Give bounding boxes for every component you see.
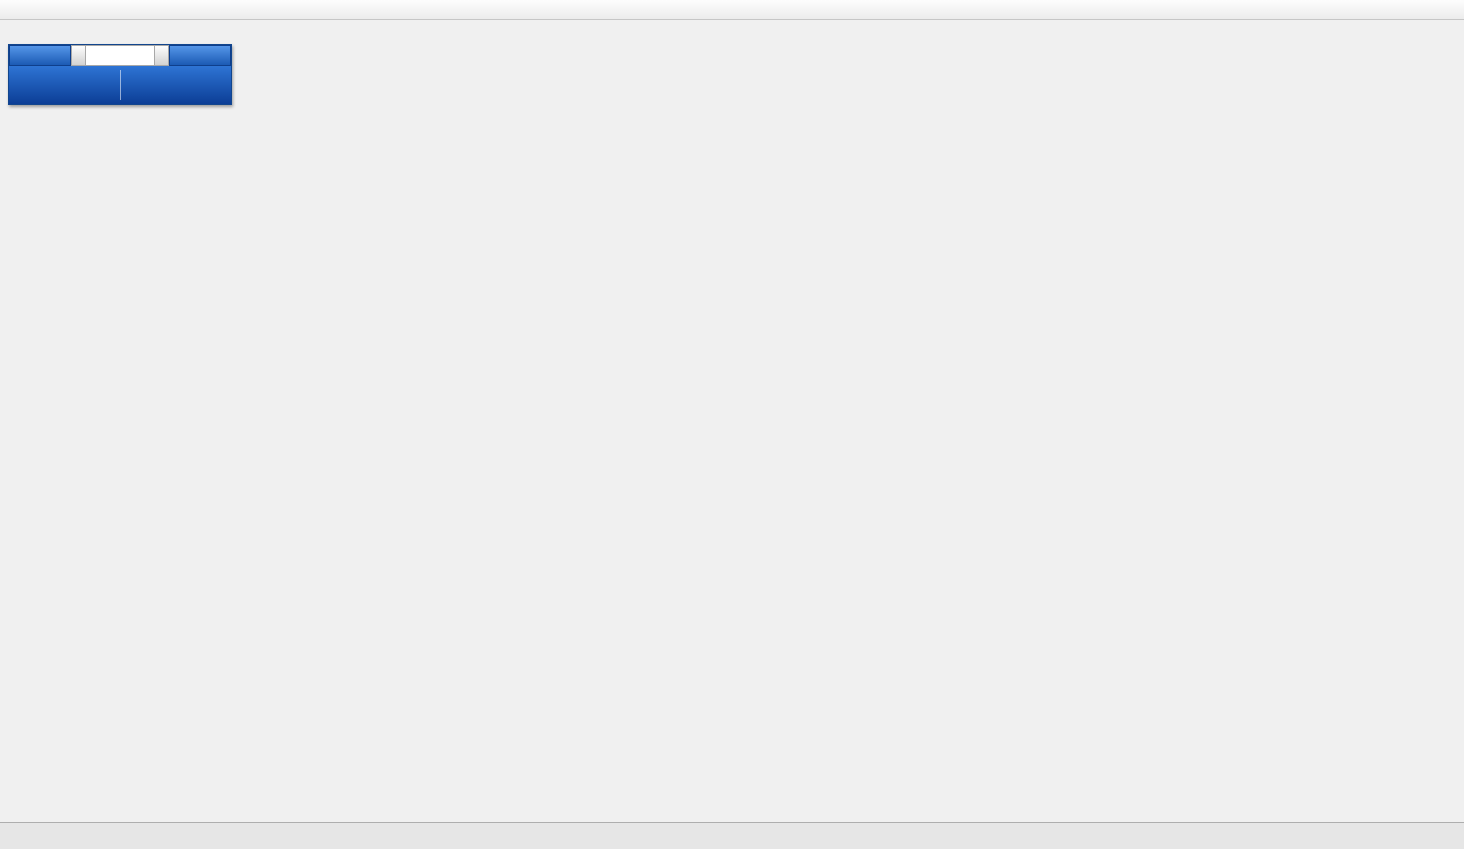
timeframe-toolbar: [0, 0, 1464, 20]
oct-divider: [119, 70, 121, 100]
oct-controls-row: [9, 45, 231, 66]
one-click-trading-panel: [8, 44, 232, 105]
oct-price-row: [9, 66, 231, 104]
sell-price-display[interactable]: [9, 66, 120, 104]
volume-increase-button[interactable]: [154, 45, 169, 66]
sell-button[interactable]: [9, 45, 71, 66]
buy-price-display[interactable]: [121, 66, 232, 104]
buy-button[interactable]: [169, 45, 231, 66]
chart-tab-bar: [0, 822, 1464, 849]
volume-decrease-button[interactable]: [71, 45, 86, 66]
volume-input[interactable]: [86, 45, 154, 66]
